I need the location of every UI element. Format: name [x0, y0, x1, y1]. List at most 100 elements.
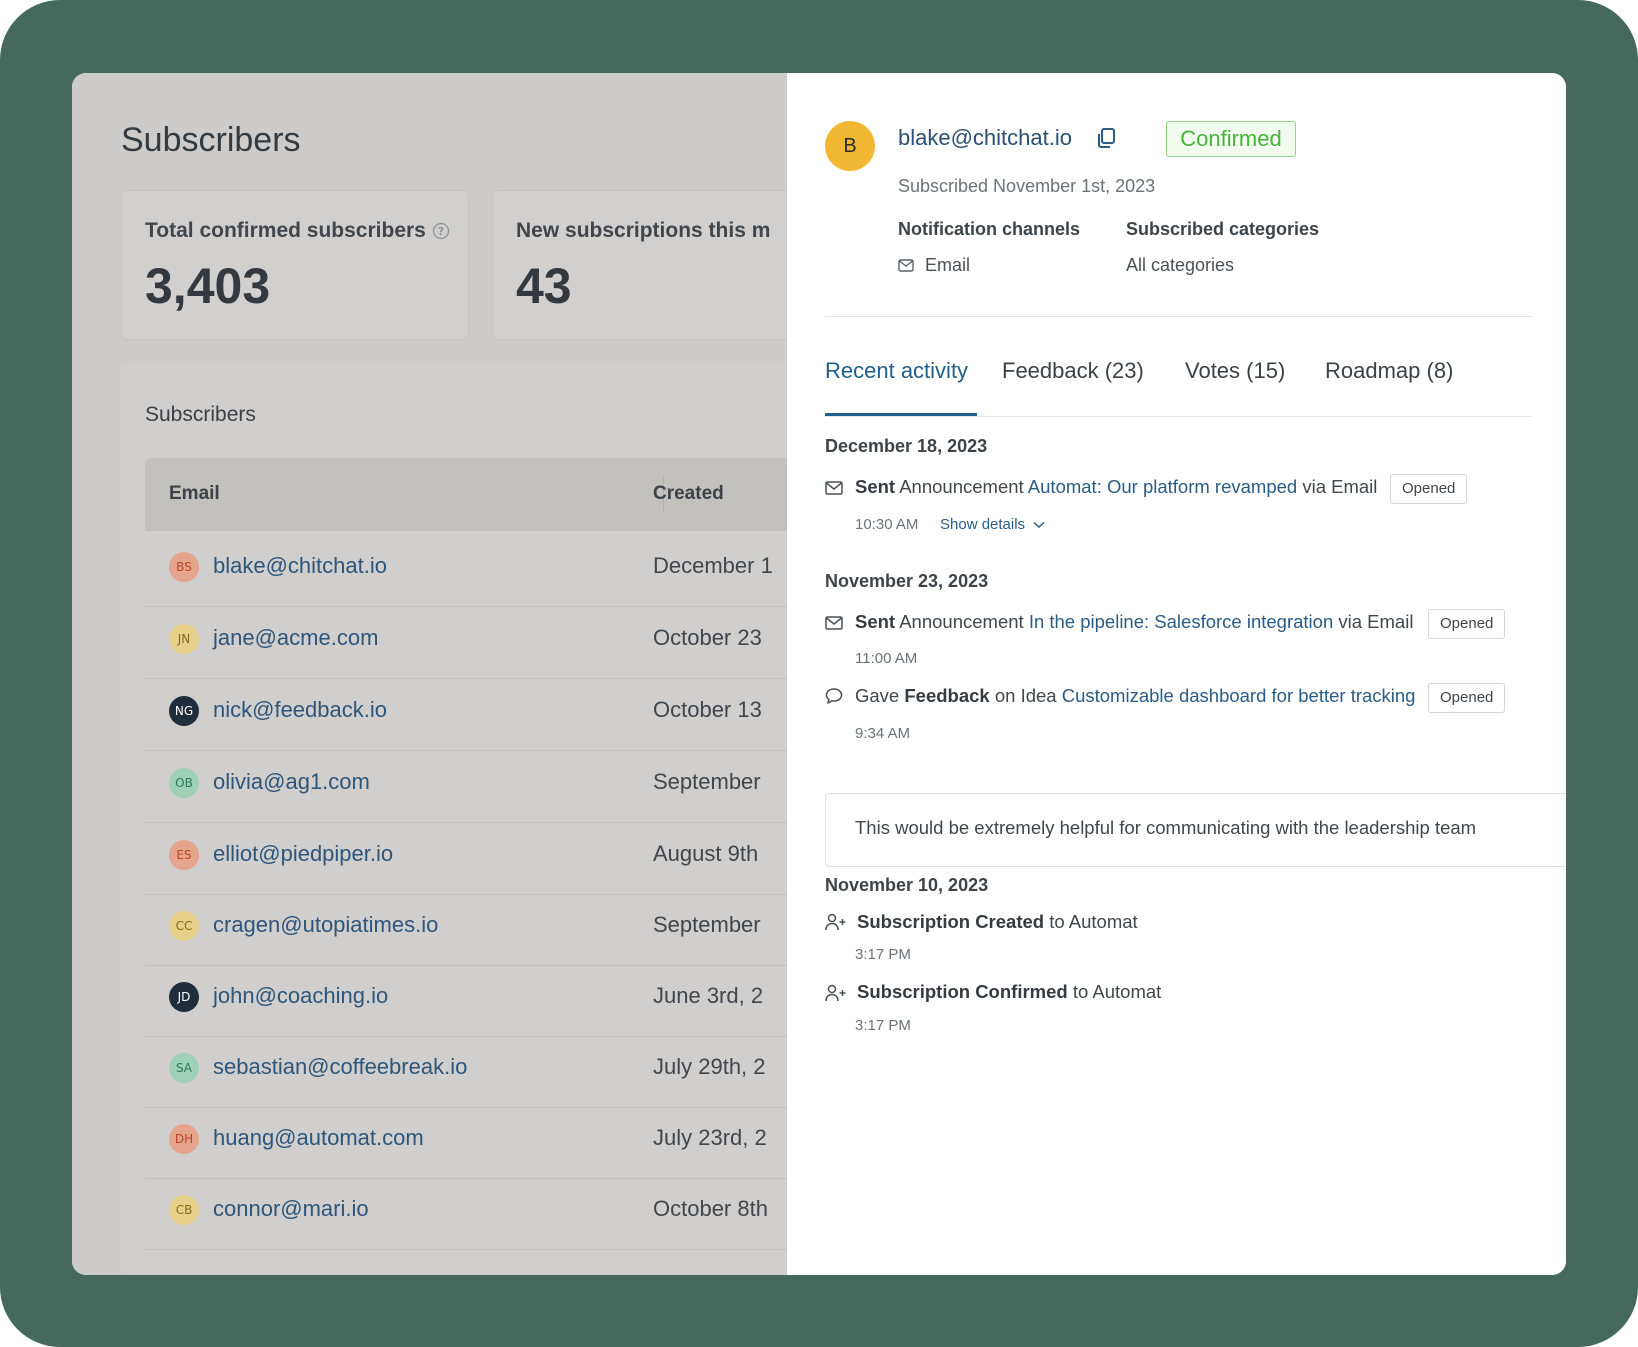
- table-row[interactable]: CB connor@mari.io October 8th: [145, 1174, 787, 1250]
- table-row[interactable]: ES elliot@piedpiper.io August 9th: [145, 819, 787, 895]
- avatar: ES: [169, 840, 199, 870]
- tab-roadmap[interactable]: Roadmap (8): [1325, 358, 1454, 383]
- activity-time: 9:34 AM: [855, 725, 911, 742]
- opened-badge: Opened: [1390, 474, 1468, 504]
- show-details-button[interactable]: Show details: [940, 516, 1045, 533]
- subscriber-email-link[interactable]: nick@feedback.io: [213, 697, 387, 722]
- stat-value: 43: [516, 258, 572, 314]
- user-add-icon: [825, 913, 846, 931]
- column-divider: [663, 476, 664, 512]
- subscriber-email-link[interactable]: blake@chitchat.io: [213, 553, 387, 578]
- opened-badge: Opened: [1428, 683, 1506, 713]
- help-circle-icon[interactable]: ?: [432, 222, 450, 240]
- subscriber-email-link[interactable]: jane@acme.com: [213, 625, 379, 650]
- created-date: July 23rd, 2: [653, 1125, 767, 1150]
- avatar: JD: [169, 982, 199, 1012]
- activity-time: 3:17 PM: [855, 1017, 911, 1034]
- divider: [825, 316, 1531, 317]
- user-add-icon: [825, 984, 846, 1002]
- avatar: CB: [169, 1195, 199, 1225]
- stat-label: New subscriptions this m: [516, 219, 771, 242]
- activity-item: Sent Announcement Automat: Our platform …: [855, 476, 1378, 497]
- column-header-email[interactable]: Email: [169, 483, 220, 504]
- table-title: Subscribers: [145, 403, 256, 426]
- created-date: October 13: [653, 697, 762, 722]
- activity-date: December 18, 2023: [825, 436, 988, 456]
- subscribers-page: Subscribers Total confirmed subscribers?…: [72, 73, 787, 1275]
- comment-icon: [825, 688, 843, 704]
- created-date: October 23: [653, 625, 762, 650]
- feedback-text: This would be extremely helpful for comm…: [855, 817, 1477, 838]
- avatar: B: [825, 121, 875, 171]
- notification-channel-value: Email: [925, 255, 971, 275]
- subscriber-email-link[interactable]: john@coaching.io: [213, 983, 389, 1008]
- created-date: December 1: [653, 553, 773, 578]
- table-header: Email Created: [145, 458, 787, 531]
- mail-icon: [825, 481, 843, 495]
- notification-channels-label: Notification channels: [898, 219, 1081, 239]
- subscriber-email-link[interactable]: connor@mari.io: [213, 1196, 369, 1221]
- avatar: OB: [169, 768, 199, 798]
- avatar: BS: [169, 552, 199, 582]
- activity-item: Subscription Confirmed to Automat: [857, 981, 1162, 1002]
- table-row[interactable]: DH huang@automat.com July 23rd, 2: [145, 1103, 787, 1179]
- avatar: SA: [169, 1053, 199, 1083]
- stat-label: Total confirmed subscribers?: [145, 219, 450, 243]
- subscriber-email-link[interactable]: elliot@piedpiper.io: [213, 841, 394, 866]
- subscriber-email: blake@chitchat.io: [898, 125, 1072, 150]
- subscriber-email-link[interactable]: huang@automat.com: [213, 1125, 424, 1150]
- copy-icon[interactable]: [1095, 127, 1117, 149]
- mail-icon: [825, 616, 843, 630]
- activity-item: Sent Announcement In the pipeline: Sales…: [855, 611, 1414, 632]
- table-row[interactable]: NG nick@feedback.io October 13: [145, 675, 787, 751]
- tab-votes[interactable]: Votes (15): [1185, 358, 1286, 383]
- activity-time: 10:30 AM: [855, 516, 919, 533]
- created-date: August 9th: [653, 841, 759, 866]
- chevron-down-icon: [1033, 521, 1045, 529]
- status-badge: Confirmed: [1166, 121, 1296, 157]
- svg-text:?: ?: [438, 225, 444, 238]
- subscribed-categories-value: All categories: [1126, 255, 1235, 275]
- tabs-divider: [825, 416, 1531, 417]
- subscribed-date: Subscribed November 1st, 2023: [898, 176, 1156, 196]
- subscriber-detail-panel: B blake@chitchat.io Confirmed Subscribed…: [787, 73, 1566, 1275]
- mail-icon: [898, 259, 914, 272]
- feedback-quote: This would be extremely helpful for comm…: [825, 793, 1566, 867]
- table-row[interactable]: SA sebastian@coffeebreak.io July 29th, 2: [145, 1032, 787, 1108]
- stat-value: 3,403: [145, 258, 271, 314]
- activity-time: 3:17 PM: [855, 946, 911, 963]
- subscriber-email-link[interactable]: olivia@ag1.com: [213, 769, 370, 794]
- table-row[interactable]: BS blake@chitchat.io December 1: [145, 531, 787, 607]
- tab-recent-activity[interactable]: Recent activity: [825, 358, 969, 383]
- subscriber-email-link[interactable]: cragen@utopiatimes.io: [213, 912, 439, 937]
- tab-feedback[interactable]: Feedback (23): [1002, 358, 1144, 383]
- avatar: NG: [169, 696, 199, 726]
- table-row[interactable]: JD john@coaching.io June 3rd, 2: [145, 961, 787, 1037]
- avatar: DH: [169, 1124, 199, 1154]
- created-date: September: [653, 912, 761, 937]
- subscribed-categories-label: Subscribed categories: [1126, 219, 1320, 239]
- subscribers-table-card: Subscribers Email Created BS blake@chitch…: [121, 363, 787, 1275]
- avatar: CC: [169, 911, 199, 941]
- opened-badge: Opened: [1428, 609, 1506, 639]
- subscriber-email-link[interactable]: sebastian@coffeebreak.io: [213, 1054, 468, 1079]
- created-date: June 3rd, 2: [653, 983, 764, 1008]
- column-header-created[interactable]: Created: [653, 483, 724, 504]
- activity-date: November 23, 2023: [825, 571, 989, 591]
- avatar: JN: [169, 624, 199, 654]
- created-date: September: [653, 769, 761, 794]
- page-title: Subscribers: [121, 121, 301, 159]
- announcement-link[interactable]: Automat: Our platform revamped: [1027, 476, 1298, 497]
- activity-item: Subscription Created to Automat: [857, 911, 1138, 932]
- idea-link[interactable]: Customizable dashboard for better tracki…: [1061, 685, 1416, 706]
- created-date: July 29th, 2: [653, 1054, 766, 1079]
- activity-date: November 10, 2023: [825, 875, 989, 895]
- table-row[interactable]: OB olivia@ag1.com September: [145, 747, 787, 823]
- announcement-link[interactable]: In the pipeline: Salesforce integration: [1028, 611, 1334, 632]
- created-date: October 8th: [653, 1196, 768, 1221]
- table-row[interactable]: JN jane@acme.com October 23: [145, 603, 787, 679]
- app-window: Subscribers Total confirmed subscribers?…: [72, 73, 1566, 1275]
- table-row[interactable]: CC cragen@utopiatimes.io September: [145, 890, 787, 966]
- stat-card-new-subscriptions: New subscriptions this m 43: [492, 190, 787, 340]
